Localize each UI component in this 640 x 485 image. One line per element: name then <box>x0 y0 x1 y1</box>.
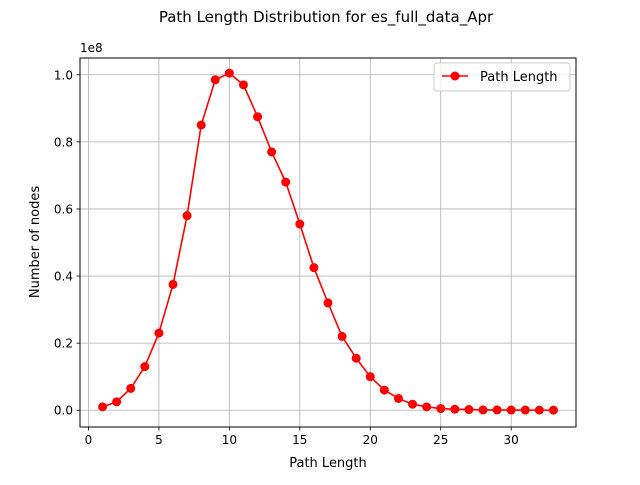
x-tick-label: 15 <box>292 433 307 447</box>
x-tick-label: 10 <box>222 433 237 447</box>
data-point <box>422 402 432 412</box>
x-axis-label: Path Length <box>289 456 367 471</box>
x-tick-label: 30 <box>504 433 519 447</box>
ticks-layer: 0 5 10 15 20 25 30 0.0 0.2 0.4 0.6 0.8 1.0 <box>54 68 519 447</box>
data-point <box>267 147 277 157</box>
data-point <box>492 405 502 415</box>
data-point <box>436 404 446 414</box>
data-point <box>238 80 248 90</box>
data-point <box>281 177 291 187</box>
x-tick-label: 5 <box>155 433 163 447</box>
data-point <box>393 393 403 403</box>
data-point <box>450 404 460 414</box>
legend-marker <box>450 71 460 81</box>
data-point <box>464 405 474 415</box>
data-point <box>309 263 319 273</box>
legend-label-path-length: Path Length <box>480 70 558 85</box>
data-point <box>337 331 347 341</box>
y-offset-label: 1e8 <box>80 41 103 55</box>
data-point <box>98 402 108 412</box>
data-point <box>224 68 234 78</box>
data-point <box>506 405 516 415</box>
y-tick-label: 0.4 <box>54 270 73 284</box>
legend: Path Length <box>433 62 571 92</box>
data-point <box>182 211 192 221</box>
grid-lines <box>80 58 576 427</box>
y-tick-label: 0.2 <box>54 337 73 351</box>
data-point <box>548 405 558 415</box>
data-point <box>210 75 220 85</box>
data-point <box>140 362 150 372</box>
y-axis-label: Number of nodes <box>28 186 43 298</box>
plot-area <box>80 58 576 427</box>
data-point <box>323 298 333 308</box>
data-point <box>154 328 164 338</box>
data-point <box>365 372 375 382</box>
y-tick-label: 0.6 <box>54 202 73 216</box>
data-point <box>534 405 544 415</box>
data-point <box>351 353 361 363</box>
legend-box <box>433 62 571 92</box>
y-tick-label: 0.0 <box>54 404 73 418</box>
data-point <box>112 397 122 407</box>
data-point <box>379 385 389 395</box>
y-tick-label: 1.0 <box>54 68 73 82</box>
data-point <box>295 219 305 229</box>
data-point <box>253 112 263 122</box>
chart-title: Path Length Distribution for es_full_dat… <box>159 8 494 27</box>
x-tick-label: 0 <box>85 433 93 447</box>
data-point <box>126 383 136 393</box>
y-tick-label: 0.8 <box>54 135 73 149</box>
data-point <box>520 405 530 415</box>
x-tick-label: 25 <box>433 433 448 447</box>
x-tick-label: 20 <box>363 433 378 447</box>
series-layer <box>98 68 558 415</box>
data-point <box>196 120 206 130</box>
data-point <box>168 279 178 289</box>
plot-frame <box>79 57 577 428</box>
data-point <box>478 405 488 415</box>
data-point <box>408 399 418 409</box>
